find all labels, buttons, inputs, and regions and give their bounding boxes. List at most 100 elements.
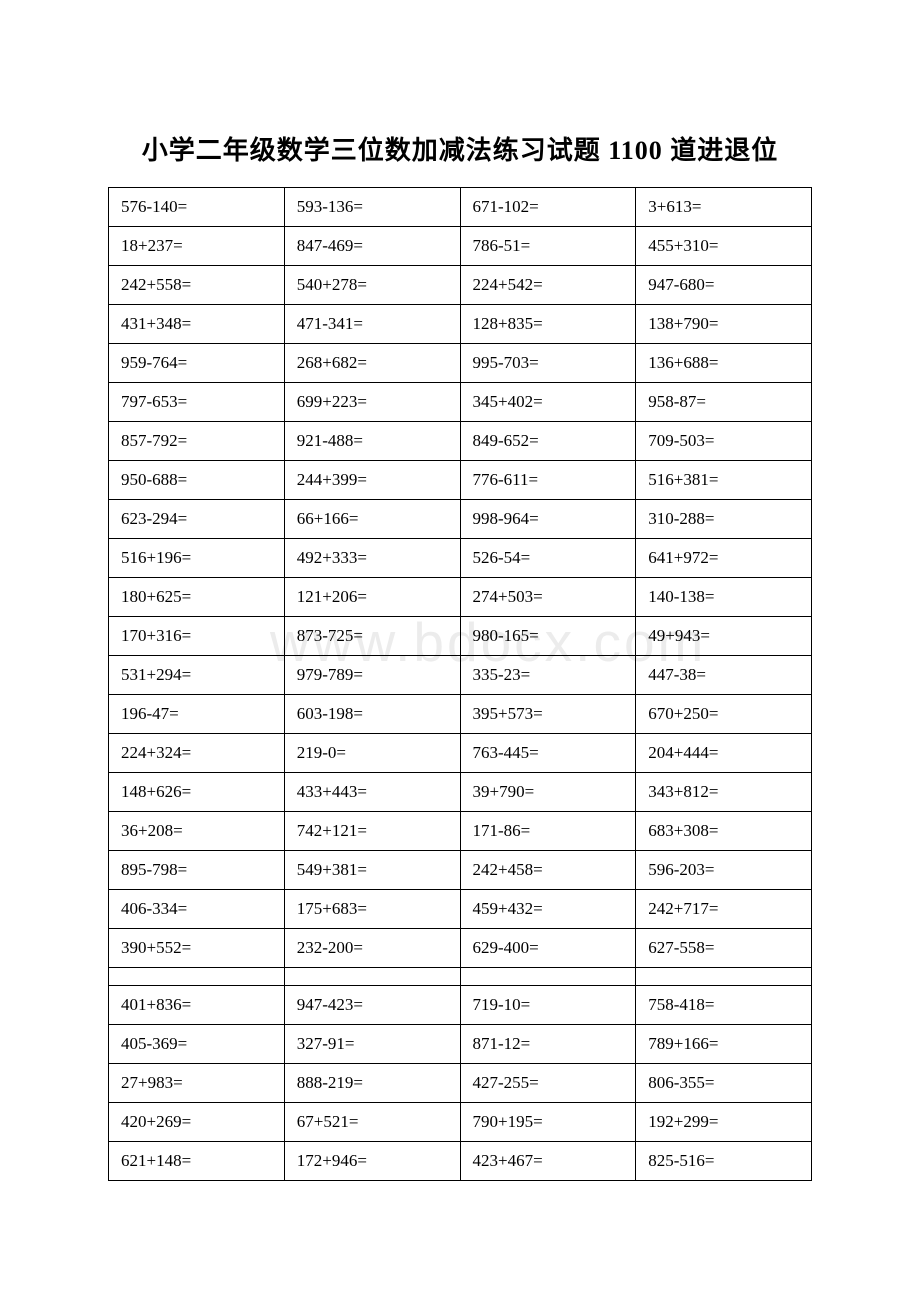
- page-title: 小学二年级数学三位数加减法练习试题 1100 道进退位: [108, 130, 812, 167]
- table-cell: 148+626=: [109, 773, 285, 812]
- table-cell: 242+458=: [460, 851, 636, 890]
- table-row: 420+269=67+521=790+195=192+299=: [109, 1103, 812, 1142]
- table-cell: 138+790=: [636, 305, 812, 344]
- table-cell: 140-138=: [636, 578, 812, 617]
- table-cell: 36+208=: [109, 812, 285, 851]
- table-cell: 136+688=: [636, 344, 812, 383]
- table-row: 531+294=979-789=335-23=447-38=: [109, 656, 812, 695]
- table-cell: 39+790=: [460, 773, 636, 812]
- table-cell: [109, 968, 285, 986]
- table-cell: 390+552=: [109, 929, 285, 968]
- table-cell: 995-703=: [460, 344, 636, 383]
- table-cell: 459+432=: [460, 890, 636, 929]
- table-row: 797-653=699+223=345+402=958-87=: [109, 383, 812, 422]
- table-cell: 895-798=: [109, 851, 285, 890]
- table-cell: 395+573=: [460, 695, 636, 734]
- table-cell: 18+237=: [109, 227, 285, 266]
- table-cell: 947-423=: [284, 986, 460, 1025]
- table-row: 390+552=232-200=629-400=627-558=: [109, 929, 812, 968]
- table-cell: 232-200=: [284, 929, 460, 968]
- table-cell: 847-469=: [284, 227, 460, 266]
- table-cell: 128+835=: [460, 305, 636, 344]
- table-cell: 758-418=: [636, 986, 812, 1025]
- table-cell: 888-219=: [284, 1064, 460, 1103]
- table-cell: 171-86=: [460, 812, 636, 851]
- table-cell: 576-140=: [109, 188, 285, 227]
- table-cell: 224+542=: [460, 266, 636, 305]
- table-row: 170+316=873-725=980-165=49+943=: [109, 617, 812, 656]
- table-row: 224+324=219-0=763-445=204+444=: [109, 734, 812, 773]
- table-cell: 921-488=: [284, 422, 460, 461]
- table-row: 405-369=327-91=871-12=789+166=: [109, 1025, 812, 1064]
- table-cell: 998-964=: [460, 500, 636, 539]
- table-cell: 427-255=: [460, 1064, 636, 1103]
- table-cell: 327-91=: [284, 1025, 460, 1064]
- table-cell: 540+278=: [284, 266, 460, 305]
- table-row: 576-140=593-136=671-102=3+613=: [109, 188, 812, 227]
- table-cell: 825-516=: [636, 1142, 812, 1181]
- table-cell: 224+324=: [109, 734, 285, 773]
- table-cell: 406-334=: [109, 890, 285, 929]
- table-cell: 621+148=: [109, 1142, 285, 1181]
- table-cell: 121+206=: [284, 578, 460, 617]
- table-row: 623-294=66+166=998-964=310-288=: [109, 500, 812, 539]
- table-cell: 719-10=: [460, 986, 636, 1025]
- table-cell: 204+444=: [636, 734, 812, 773]
- table-row: 242+558=540+278=224+542=947-680=: [109, 266, 812, 305]
- table-cell: 180+625=: [109, 578, 285, 617]
- table-row: 180+625=121+206=274+503=140-138=: [109, 578, 812, 617]
- table-row: [109, 968, 812, 986]
- table-cell: 980-165=: [460, 617, 636, 656]
- table-row: 148+626=433+443=39+790=343+812=: [109, 773, 812, 812]
- table-body: 576-140=593-136=671-102=3+613=18+237=847…: [109, 188, 812, 1181]
- table-cell: 192+299=: [636, 1103, 812, 1142]
- table-cell: 683+308=: [636, 812, 812, 851]
- table-cell: 420+269=: [109, 1103, 285, 1142]
- table-row: 950-688=244+399=776-611=516+381=: [109, 461, 812, 500]
- table-cell: [284, 968, 460, 986]
- table-cell: 709-503=: [636, 422, 812, 461]
- table-cell: 786-51=: [460, 227, 636, 266]
- table-cell: 790+195=: [460, 1103, 636, 1142]
- table-cell: 455+310=: [636, 227, 812, 266]
- table-cell: 492+333=: [284, 539, 460, 578]
- table-cell: 516+381=: [636, 461, 812, 500]
- table-cell: 433+443=: [284, 773, 460, 812]
- table-row: 431+348=471-341=128+835=138+790=: [109, 305, 812, 344]
- table-cell: 857-792=: [109, 422, 285, 461]
- table-row: 516+196=492+333=526-54=641+972=: [109, 539, 812, 578]
- table-row: 959-764=268+682=995-703=136+688=: [109, 344, 812, 383]
- table-cell: 623-294=: [109, 500, 285, 539]
- table-row: 401+836=947-423=719-10=758-418=: [109, 986, 812, 1025]
- table-cell: 516+196=: [109, 539, 285, 578]
- table-cell: 170+316=: [109, 617, 285, 656]
- table-row: 406-334=175+683=459+432=242+717=: [109, 890, 812, 929]
- table-cell: 603-198=: [284, 695, 460, 734]
- table-cell: 66+166=: [284, 500, 460, 539]
- table-cell: 67+521=: [284, 1103, 460, 1142]
- math-problems-table: 576-140=593-136=671-102=3+613=18+237=847…: [108, 187, 812, 1181]
- table-cell: 806-355=: [636, 1064, 812, 1103]
- table-cell: 627-558=: [636, 929, 812, 968]
- table-cell: 423+467=: [460, 1142, 636, 1181]
- table-cell: 641+972=: [636, 539, 812, 578]
- table-row: 27+983=888-219=427-255=806-355=: [109, 1064, 812, 1103]
- table-cell: 343+812=: [636, 773, 812, 812]
- table-row: 895-798=549+381=242+458=596-203=: [109, 851, 812, 890]
- table-cell: 27+983=: [109, 1064, 285, 1103]
- table-cell: 310-288=: [636, 500, 812, 539]
- table-cell: 242+717=: [636, 890, 812, 929]
- table-cell: 49+943=: [636, 617, 812, 656]
- table-cell: 699+223=: [284, 383, 460, 422]
- table-cell: 629-400=: [460, 929, 636, 968]
- table-cell: 274+503=: [460, 578, 636, 617]
- table-cell: 3+613=: [636, 188, 812, 227]
- table-row: 196-47=603-198=395+573=670+250=: [109, 695, 812, 734]
- table-cell: 244+399=: [284, 461, 460, 500]
- table-cell: 219-0=: [284, 734, 460, 773]
- table-cell: 175+683=: [284, 890, 460, 929]
- table-row: 857-792=921-488=849-652=709-503=: [109, 422, 812, 461]
- table-cell: 405-369=: [109, 1025, 285, 1064]
- table-cell: 849-652=: [460, 422, 636, 461]
- table-cell: 958-87=: [636, 383, 812, 422]
